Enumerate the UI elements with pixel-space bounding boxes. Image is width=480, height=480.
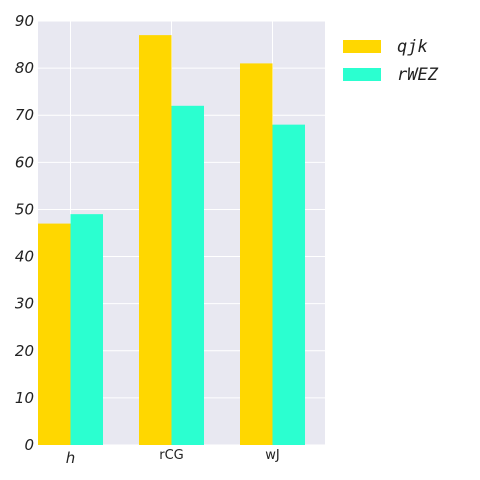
y-tick-label: 40 [15, 248, 34, 266]
y-tick-label: 20 [15, 342, 34, 360]
legend: qjk rWEZ [343, 37, 439, 85]
bar-rWEZ-rCG [171, 105, 204, 446]
x-tick-label: h [66, 449, 76, 467]
x-tick-label: rCG [159, 448, 184, 463]
y-tick-label: 50 [15, 200, 34, 218]
y-axis-ticks: 0 10 20 30 40 50 60 70 80 90 [15, 12, 34, 454]
bar-qjk-wJ [240, 63, 273, 446]
bar-rWEZ-h [70, 214, 103, 445]
y-tick-label: 60 [15, 153, 34, 171]
y-tick-label: 30 [15, 295, 34, 313]
y-tick-label: 10 [15, 389, 34, 407]
legend-swatch-qjk [343, 40, 381, 53]
bars [38, 35, 305, 446]
y-tick-label: 0 [24, 436, 34, 454]
y-tick-label: 80 [15, 59, 34, 77]
y-tick-label: 90 [15, 12, 34, 30]
x-axis-ticks: h rCG wJ [66, 448, 280, 467]
bar-qjk-h [38, 223, 71, 445]
x-tick-label: wJ [265, 448, 279, 463]
bar-qjk-rCG [139, 35, 172, 446]
bar-rWEZ-wJ [272, 124, 305, 446]
legend-label: rWEZ [397, 65, 439, 85]
legend-swatch-rWEZ [343, 68, 381, 81]
legend-label: qjk [397, 37, 428, 57]
y-tick-label: 70 [15, 106, 34, 124]
